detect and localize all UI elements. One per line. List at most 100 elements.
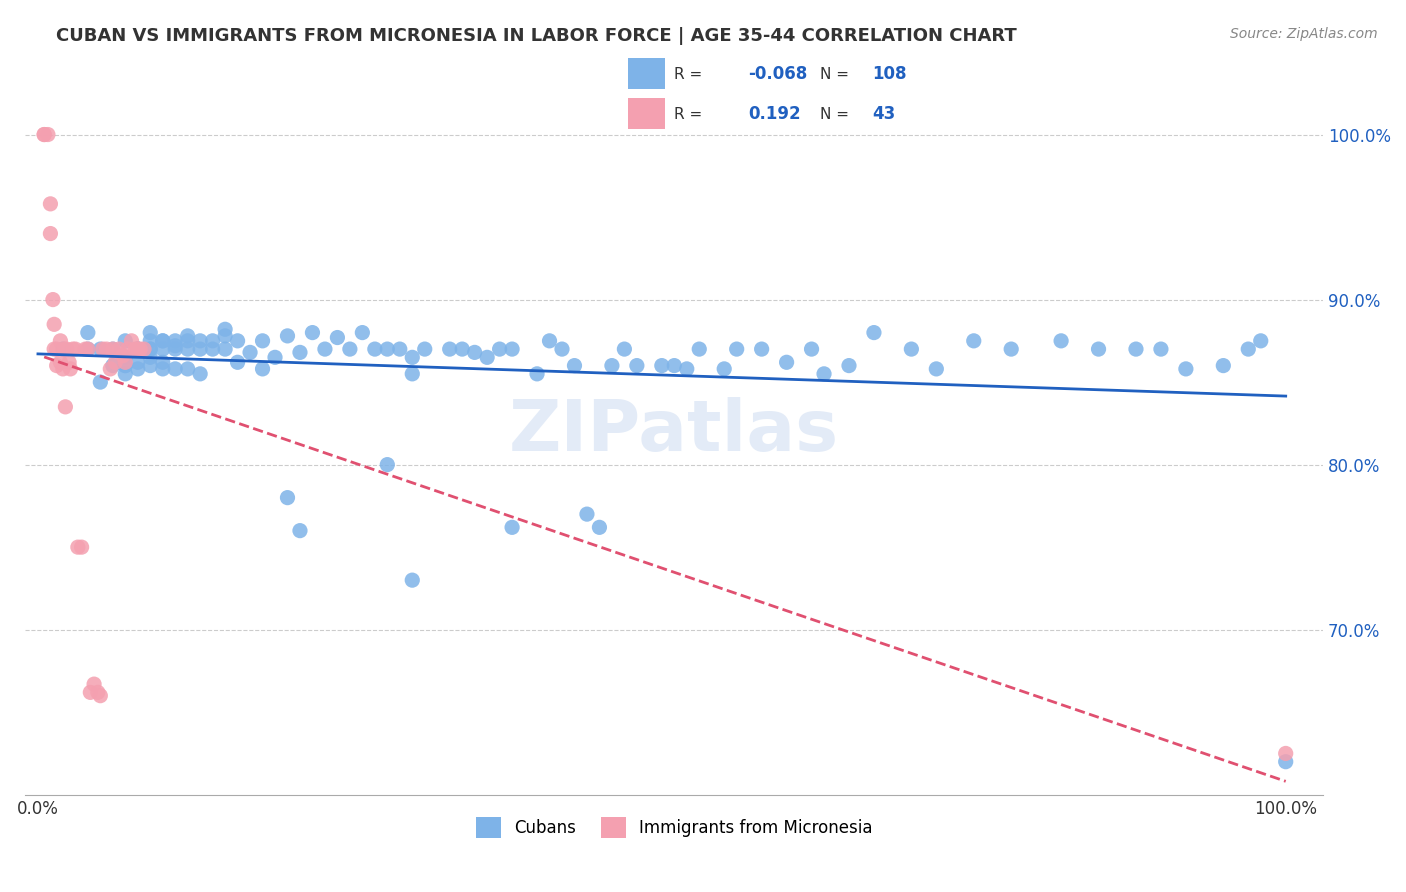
Point [488,342,510,356]
Point [152,362,174,376]
Point [114,359,136,373]
Point [276,329,298,343]
Point [352,326,374,340]
Point [132,342,155,356]
Point [114,351,136,365]
Point [49,334,72,348]
Point [152,342,174,356]
Point [1174,362,1197,376]
Point [1087,342,1109,356]
Point [59,362,82,376]
Point [114,359,136,373]
Point [226,355,249,369]
Point [176,362,198,376]
Point [401,573,423,587]
Point [52,362,75,376]
Point [124,342,146,356]
Point [139,334,162,348]
Point [45,342,67,356]
Point [165,334,187,348]
Point [688,342,710,356]
Point [165,362,187,376]
Point [775,355,797,369]
Point [188,367,211,381]
Point [114,334,136,348]
Point [39,197,62,211]
Point [575,507,598,521]
Point [32,128,55,142]
Point [1250,334,1272,348]
Point [800,342,823,356]
Point [152,334,174,348]
Point [139,342,162,356]
Point [75,342,97,356]
Point [65,342,87,356]
Point [165,342,187,356]
Point [1237,342,1260,356]
Point [464,345,486,359]
Point [813,367,835,381]
Text: N =: N = [820,107,849,121]
Point [98,362,121,376]
Point [564,359,586,373]
Point [214,342,236,356]
Point [538,334,561,348]
Point [58,355,80,369]
Point [526,367,548,381]
Point [127,342,149,356]
Point [339,342,361,356]
Point [101,342,124,356]
Point [451,342,474,356]
Point [1125,342,1147,356]
Point [264,351,287,365]
Point [96,342,118,356]
Point [214,322,236,336]
Point [863,326,886,340]
Point [101,359,124,373]
Point [42,293,65,307]
Point [963,334,986,348]
Point [55,400,77,414]
Point [276,491,298,505]
Point [501,342,523,356]
Point [52,342,75,356]
Point [83,677,105,691]
Point [114,355,136,369]
Point [301,326,323,340]
FancyBboxPatch shape [628,98,665,129]
Text: CUBAN VS IMMIGRANTS FROM MICRONESIA IN LABOR FORCE | AGE 35-44 CORRELATION CHART: CUBAN VS IMMIGRANTS FROM MICRONESIA IN L… [56,27,1017,45]
Point [439,342,461,356]
Point [45,359,67,373]
Point [401,351,423,365]
Text: 0.192: 0.192 [748,105,801,123]
Point [475,351,498,365]
Point [111,349,134,363]
Point [188,334,211,348]
Text: R =: R = [675,107,703,121]
Point [89,689,111,703]
Point [664,359,686,373]
Point [165,339,187,353]
Point [838,359,860,373]
Point [1274,755,1296,769]
Point [66,540,89,554]
Point [201,334,224,348]
Point [127,342,149,356]
Point [1000,342,1022,356]
Text: 43: 43 [872,105,896,123]
Point [239,345,262,359]
Point [900,342,922,356]
Point [501,520,523,534]
Point [139,342,162,356]
Point [117,342,139,356]
Point [314,342,336,356]
Point [139,359,162,373]
Point [226,334,249,348]
Point [37,128,59,142]
Point [76,326,98,340]
Point [70,540,93,554]
Point [89,342,111,356]
Point [1274,747,1296,761]
Point [375,342,398,356]
Point [613,342,636,356]
